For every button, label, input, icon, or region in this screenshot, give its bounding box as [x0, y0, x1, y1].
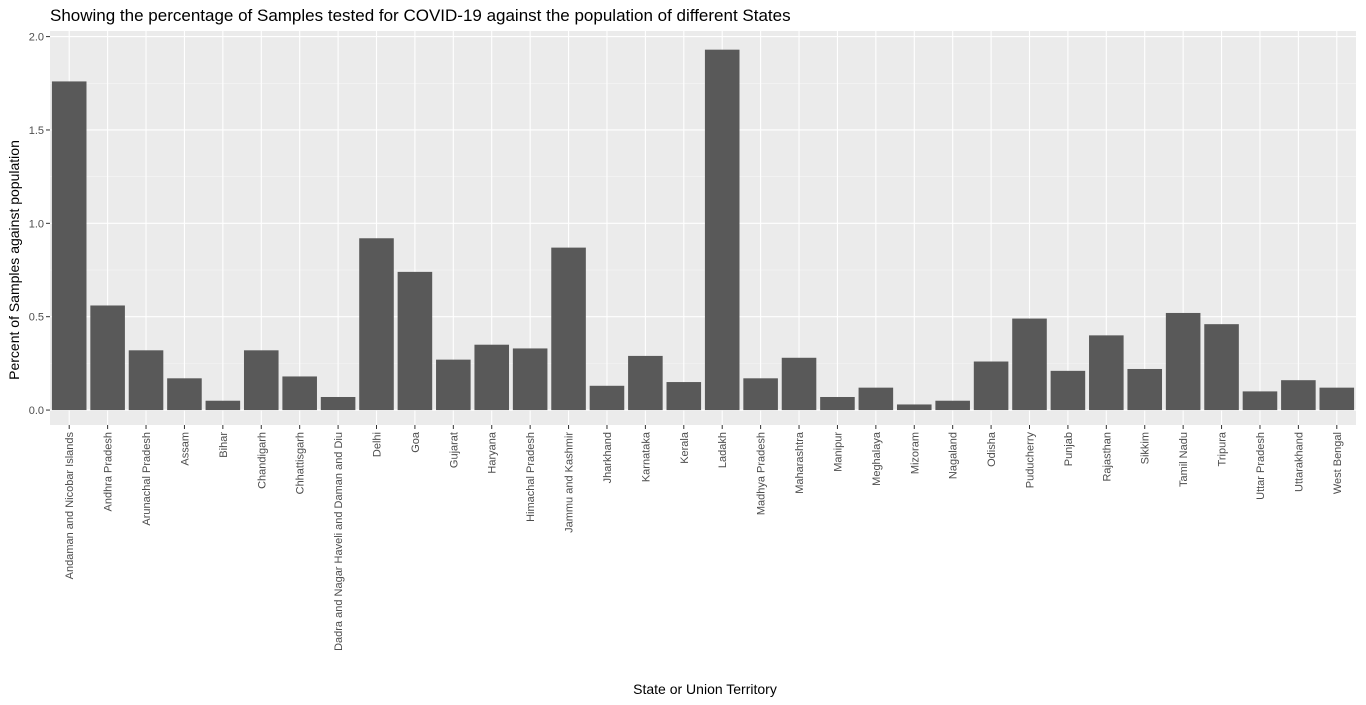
x-tick-label: Tamil Nadu — [1178, 432, 1190, 487]
x-tick-label: Madhya Pradesh — [756, 432, 768, 515]
x-tick-label: Sikkim — [1140, 432, 1152, 464]
bar — [512, 348, 548, 411]
bar — [1204, 324, 1239, 411]
x-tick-label: Gujarat — [448, 432, 460, 468]
x-tick-label: Andhra Pradesh — [103, 432, 115, 512]
x-tick-label: Haryana — [487, 431, 499, 473]
bar — [167, 378, 202, 411]
x-tick-label: Rajasthan — [1101, 432, 1113, 482]
x-tick-label: Himachal Pradesh — [525, 432, 537, 522]
x-tick-label: Maharashtra — [794, 431, 806, 494]
x-tick-label: Delhi — [372, 432, 384, 457]
bar — [436, 359, 471, 411]
bar — [1165, 312, 1201, 411]
bar — [628, 355, 663, 411]
x-tick-label: West Bengal — [1332, 432, 1344, 494]
x-tick-label: Manipur — [832, 432, 844, 472]
chart-title: Showing the percentage of Samples tested… — [50, 6, 791, 25]
bar — [1012, 318, 1047, 411]
x-tick-label: Assam — [179, 432, 191, 466]
y-tick-label: 0.5 — [29, 312, 44, 324]
x-tick-label: Nagaland — [948, 432, 960, 479]
x-tick-label: Tripura — [1217, 431, 1229, 466]
x-tick-label: Chandigarh — [256, 432, 268, 489]
bar — [90, 305, 125, 411]
x-tick-label: Kerala — [679, 431, 691, 464]
x-tick-label: Arunachal Pradesh — [141, 432, 153, 526]
bar — [243, 350, 279, 411]
bar — [666, 382, 702, 411]
bar — [896, 404, 932, 411]
bars — [51, 49, 1355, 411]
bar — [551, 247, 586, 411]
bar — [51, 81, 87, 411]
y-tick-label: 1.0 — [29, 218, 44, 230]
y-tick-label: 0.0 — [29, 405, 44, 417]
bar — [359, 238, 394, 411]
bar — [397, 271, 433, 411]
bar — [973, 361, 1009, 411]
x-tick-label: Mizoram — [909, 432, 921, 474]
x-tick-label: Andaman and Nicobar Islands — [64, 432, 76, 580]
x-tick-label: Uttarakhand — [1293, 432, 1305, 492]
bar — [1319, 387, 1355, 411]
bar — [1127, 368, 1163, 411]
y-axis-title: Percent of Samples against population — [6, 140, 22, 380]
x-tick-label: Dadra and Nagar Haveli and Daman and Diu — [333, 432, 345, 651]
bar — [1281, 380, 1316, 411]
x-tick-label: Meghalaya — [871, 431, 883, 486]
bar — [743, 378, 778, 411]
bar — [820, 396, 855, 411]
bar — [704, 49, 740, 411]
bar — [1050, 370, 1086, 411]
x-axis-title: State or Union Territory — [633, 681, 777, 697]
x-tick-label: Karnataka — [640, 431, 652, 482]
bar — [474, 344, 510, 411]
x-tick-label: Jharkhand — [602, 432, 614, 483]
bar — [781, 357, 817, 411]
x-tick-label: Uttar Pradesh — [1255, 432, 1267, 500]
bar — [1242, 391, 1278, 411]
bar — [589, 385, 625, 411]
x-tick-label: Puducherry — [1025, 432, 1037, 489]
x-tick-label: Punjab — [1063, 432, 1075, 466]
y-tick-label: 2.0 — [29, 32, 44, 44]
bar — [320, 396, 356, 411]
x-tick-label: Goa — [410, 431, 422, 453]
bar — [282, 376, 317, 411]
bar — [935, 400, 970, 411]
x-tick-label: Chhattisgarh — [295, 432, 307, 494]
bar — [205, 400, 241, 411]
bar — [858, 387, 894, 411]
y-axis: 0.0 0.5 1.0 1.5 2.0 — [29, 32, 50, 417]
x-tick-label: Ladakh — [717, 432, 729, 468]
y-tick-label: 1.5 — [29, 125, 44, 137]
x-tick-label: Jammu and Kashmir — [564, 432, 576, 533]
bar — [128, 350, 164, 411]
x-axis: Andaman and Nicobar Islands Andhra Prades… — [64, 425, 1344, 651]
x-tick-label: Odisha — [986, 431, 998, 467]
bar — [1089, 335, 1124, 411]
x-tick-label: Bihar — [218, 432, 230, 458]
